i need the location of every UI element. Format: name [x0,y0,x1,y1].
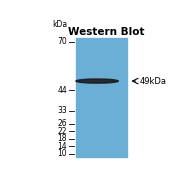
Text: 49kDa: 49kDa [140,76,167,86]
Text: kDa: kDa [52,21,67,30]
Text: 33: 33 [57,106,67,115]
Text: 22: 22 [58,127,67,136]
Bar [76,38,127,158]
Text: 18: 18 [58,134,67,143]
Text: 14: 14 [58,142,67,151]
Text: 10: 10 [58,149,67,158]
Text: 26: 26 [58,119,67,128]
Text: Western Blot: Western Blot [68,27,144,37]
Ellipse shape [76,79,118,83]
Text: 70: 70 [57,37,67,46]
Text: 44: 44 [57,86,67,95]
